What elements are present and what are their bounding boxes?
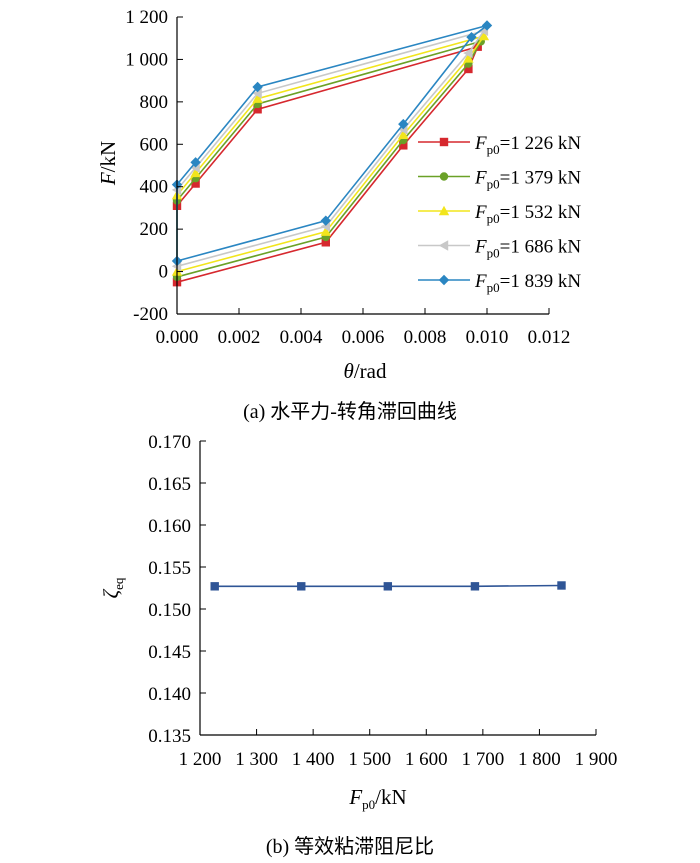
data-point <box>252 81 263 93</box>
hysteresis-series <box>171 20 493 287</box>
data-point <box>210 582 219 591</box>
damping-ticks: 0.135 0.140 0.145 0.150 0.155 0.160 0.165 0.170… <box>148 432 617 770</box>
data-point <box>191 179 200 188</box>
hysteresis-ticks: -200 0 200 400 600 800 1 000 1 200 0.000 0.002 0.0… <box>125 7 570 348</box>
data-point <box>463 47 473 59</box>
legend-label: Fp0=1 226 kN <box>474 133 581 157</box>
legend-marker <box>439 172 449 181</box>
x-tick-label: 1 200 <box>179 749 222 770</box>
data-point <box>252 88 262 99</box>
x-tick-label: 0.006 <box>342 327 385 348</box>
hysteresis-chart: -200 0 200 400 600 800 1 000 1 200 0.000 0.002 0.0… <box>96 7 581 423</box>
x-tick-label: 0.012 <box>528 327 571 348</box>
caption-a: (a) 水平力-转角滞回曲线 <box>243 400 457 423</box>
data-point <box>398 118 409 130</box>
legend-label: Fp0=1 839 kN <box>474 271 581 295</box>
damping-chart: 0.135 0.140 0.145 0.150 0.155 0.160 0.165 0.170… <box>99 432 617 858</box>
data-point <box>321 238 330 247</box>
data-point <box>320 215 331 226</box>
data-point <box>481 20 493 31</box>
y-tick-label: 400 <box>140 177 169 198</box>
legend: Fp0=1 226 kN Fp0=1 379 kN Fp0=1 532 kN Fp0=… <box>418 133 581 295</box>
data-point <box>383 582 393 591</box>
y-axis-label: F/kN <box>96 141 120 186</box>
data-point <box>557 581 566 590</box>
y-tick-label: 0.145 <box>148 642 191 663</box>
data-point <box>464 64 473 74</box>
x-tick-label: 1 800 <box>518 749 561 770</box>
data-point <box>253 105 262 114</box>
y-tick-label: 800 <box>140 92 169 113</box>
legend-marker <box>439 137 449 147</box>
y-tick-label: 200 <box>140 219 169 240</box>
x-axis-label: θ/rad <box>344 359 387 383</box>
y-tick-label: 1 200 <box>125 7 168 28</box>
data-point <box>320 226 331 236</box>
data-point <box>399 141 408 150</box>
x-tick-label: 1 700 <box>461 749 504 770</box>
x-tick-label: 1 500 <box>348 749 391 770</box>
y-tick-label: 0.135 <box>148 726 191 747</box>
data-point <box>463 53 474 63</box>
x-tick-label: 1 600 <box>405 749 448 770</box>
data-point <box>398 129 409 139</box>
x-tick-label: 0.010 <box>466 327 509 348</box>
legend-marker <box>438 240 449 251</box>
data-point <box>252 93 263 103</box>
y-tick-label: 0 <box>159 262 169 283</box>
x-tick-label: 0.002 <box>218 327 261 348</box>
x-axis-label-b: Fp0/kN <box>348 785 406 812</box>
x-tick-label: 1 400 <box>292 749 335 770</box>
series-line-1 <box>176 45 480 284</box>
x-tick-label: 0.008 <box>404 327 447 348</box>
data-point <box>190 157 201 168</box>
y-tick-label: 600 <box>140 134 169 155</box>
y-tick-label: 1 000 <box>125 49 168 70</box>
x-tick-label: 0.000 <box>156 327 199 348</box>
legend-label: Fp0=1 532 kN <box>474 202 581 226</box>
legend-label: Fp0=1 686 kN <box>474 237 581 261</box>
x-tick-label: 1 300 <box>235 749 278 770</box>
data-point <box>190 167 201 178</box>
data-point <box>478 30 490 41</box>
legend-marker <box>438 274 450 286</box>
y-tick-label: 0.165 <box>148 474 191 495</box>
data-point <box>297 582 306 591</box>
x-tick-label: 1 900 <box>575 749 618 770</box>
data-point <box>466 31 477 43</box>
x-tick-label: 0.004 <box>280 327 323 348</box>
y-tick-label: -200 <box>133 304 168 325</box>
y-tick-label: 0.150 <box>148 600 191 621</box>
data-point <box>470 582 480 591</box>
y-tick-label: 0.140 <box>148 684 191 705</box>
damping-series <box>210 581 566 591</box>
y-axis-label-b: ζeq <box>99 577 126 598</box>
y-tick-label: 0.170 <box>148 432 191 453</box>
legend-label: Fp0=1 379 kN <box>474 168 581 192</box>
caption-b: (b) 等效粘滞阻尼比 <box>266 835 434 858</box>
legend-marker <box>438 205 450 216</box>
y-tick-label: 0.155 <box>148 558 191 579</box>
y-tick-label: 0.160 <box>148 516 191 537</box>
